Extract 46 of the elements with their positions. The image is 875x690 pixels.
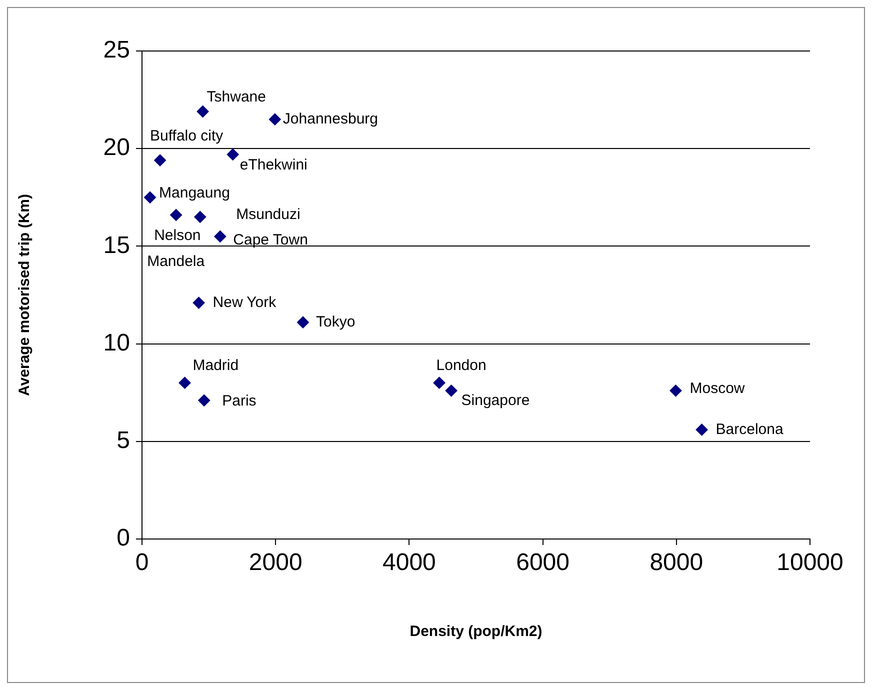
x-tick-label: 0 xyxy=(135,549,149,576)
point xyxy=(178,376,191,389)
annotation: Paris xyxy=(222,392,256,410)
point xyxy=(194,210,206,223)
point xyxy=(445,384,458,397)
annotation: Buffalo city xyxy=(150,127,224,144)
x-tick-label: 6000 xyxy=(516,549,570,576)
point xyxy=(198,394,210,406)
annotation: Johannesburg xyxy=(282,110,378,128)
annotation: Mangaung xyxy=(159,184,230,202)
x-tick-label: 4000 xyxy=(382,549,436,576)
y-axis-title: Average motorised trip (Km) xyxy=(16,194,34,396)
x-axis-title: Density (pop/Km2) xyxy=(410,623,542,640)
y-tick-label: 20 xyxy=(103,134,130,162)
point xyxy=(296,316,309,328)
y-tick-label: 25 xyxy=(103,36,130,64)
point xyxy=(192,296,205,309)
point xyxy=(433,376,446,389)
point xyxy=(226,148,239,160)
point xyxy=(154,154,166,166)
point xyxy=(144,191,156,204)
annotation: New York xyxy=(212,294,277,311)
point xyxy=(696,424,708,436)
annotation: Cape Town xyxy=(233,232,308,249)
point xyxy=(670,384,682,397)
annotation: Singapore xyxy=(461,392,530,409)
x-tick-label: 2000 xyxy=(248,549,302,576)
point xyxy=(170,208,182,221)
x-tick-label: 10000 xyxy=(776,549,844,576)
annotation: Tshwane xyxy=(206,88,266,106)
point xyxy=(196,106,209,118)
annotation: Barcelona xyxy=(716,420,784,438)
annotation: Moscow xyxy=(690,380,745,397)
x-tick-label: 8000 xyxy=(650,549,704,576)
y-tick-label: 10 xyxy=(103,329,130,356)
point xyxy=(268,113,281,126)
annotation: Tokyo xyxy=(316,313,356,330)
y-tick-label: 0 xyxy=(116,524,130,552)
annotation: Madrid xyxy=(192,356,239,374)
annotation: Nelson Mandela xyxy=(147,227,206,270)
annotation: Msunduzi xyxy=(236,206,300,224)
y-tick-label: 15 xyxy=(103,232,130,259)
annotation: eThekwini xyxy=(240,156,308,174)
point xyxy=(214,230,226,242)
y-tick-label: 5 xyxy=(116,427,130,454)
annotation: London xyxy=(436,356,486,374)
